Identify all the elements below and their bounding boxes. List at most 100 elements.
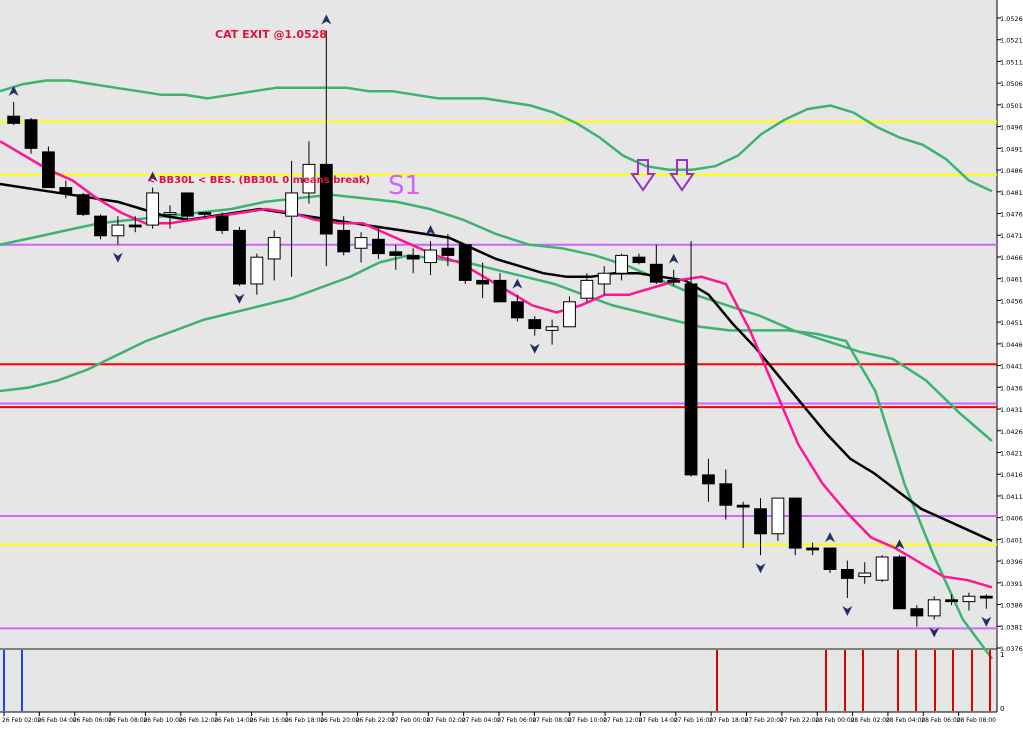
time-tick-label: 26 Feb 04:00 bbox=[37, 717, 77, 724]
time-tick-label: 26 Feb 22:00 bbox=[356, 717, 396, 724]
candle-body bbox=[840, 568, 854, 579]
price-tick-label: 1.04665 bbox=[1000, 254, 1023, 262]
candle-body bbox=[528, 319, 542, 330]
candle-body bbox=[337, 229, 351, 253]
down-arrow-icon bbox=[981, 616, 992, 627]
candle-body bbox=[667, 279, 681, 283]
price-tick-label: 1.04915 bbox=[1000, 145, 1023, 153]
price-tick-label: 1.04815 bbox=[1000, 189, 1023, 197]
candle-body bbox=[302, 163, 316, 194]
signal-arrows-group bbox=[8, 14, 992, 638]
candle-body bbox=[754, 508, 767, 535]
price-tick-label: 1.04215 bbox=[1000, 449, 1023, 457]
time-tick-label: 27 Feb 20:00 bbox=[745, 717, 785, 724]
candle-body bbox=[476, 279, 490, 285]
bottom-scale-top: 1 bbox=[1000, 651, 1004, 659]
price-tick-label: 1.04765 bbox=[1000, 211, 1023, 219]
down-arrow-icon bbox=[112, 252, 123, 263]
time-tick-label: 26 Feb 10:00 bbox=[143, 717, 183, 724]
rule-label: < BB30L < BES. (BB30L 0 means break) bbox=[147, 175, 370, 186]
candle-body bbox=[563, 301, 576, 328]
time-tick-label: 28 Feb 04:00 bbox=[886, 717, 926, 724]
candle-body bbox=[493, 279, 507, 303]
price-tick-label: 1.03815 bbox=[1000, 623, 1023, 631]
price-tick-label: 1.04165 bbox=[1000, 471, 1023, 479]
candle-body bbox=[146, 192, 160, 226]
candle-body bbox=[580, 279, 594, 299]
time-tick-label: 27 Feb 12:00 bbox=[603, 717, 643, 724]
up-arrow-icon bbox=[147, 171, 158, 182]
price-tick-label: 1.05015 bbox=[1000, 102, 1023, 110]
time-tick-label: 27 Feb 02:00 bbox=[426, 717, 466, 724]
down-arrow-icon bbox=[929, 627, 940, 638]
candle-body bbox=[615, 254, 628, 274]
price-tick-label: 1.03765 bbox=[1000, 645, 1023, 653]
bottom-scale-bottom: 0 bbox=[1000, 705, 1004, 713]
main-pane-background bbox=[0, 0, 997, 648]
candle-body bbox=[267, 237, 281, 260]
candle-body bbox=[319, 163, 333, 235]
candle-body bbox=[458, 244, 472, 281]
candle-body bbox=[823, 547, 837, 570]
time-tick-label: 26 Feb 02:00 bbox=[2, 717, 42, 724]
price-tick-label: 1.04615 bbox=[1000, 276, 1023, 284]
price-tick-label: 1.04365 bbox=[1000, 384, 1023, 392]
time-tick-label: 26 Feb 12:00 bbox=[179, 717, 219, 724]
bottom-pane-bars bbox=[3, 650, 991, 711]
candle-body bbox=[7, 115, 21, 124]
candle-body bbox=[545, 326, 559, 331]
down-arrow-icon bbox=[529, 343, 540, 354]
candle-body bbox=[927, 599, 941, 617]
candle-body bbox=[858, 572, 872, 578]
time-tick-label: 26 Feb 08:00 bbox=[108, 717, 148, 724]
price-tick-label: 1.04515 bbox=[1000, 319, 1023, 327]
price-tick-label: 1.04065 bbox=[1000, 515, 1023, 523]
price-tick-label: 1.04965 bbox=[1000, 124, 1023, 132]
price-tick-label: 1.05066 bbox=[1000, 80, 1023, 88]
price-tick-label: 1.04465 bbox=[1000, 341, 1023, 349]
price-tick-label: 1.03865 bbox=[1000, 602, 1023, 610]
candle-body bbox=[215, 215, 229, 231]
down-arrow-icon bbox=[669, 159, 695, 192]
s1-label: S1 bbox=[388, 171, 421, 201]
candle-body bbox=[24, 119, 38, 149]
candle-body bbox=[875, 556, 889, 581]
candle-body bbox=[285, 192, 298, 217]
down-arrow-icon bbox=[755, 563, 766, 574]
candle-body bbox=[389, 251, 403, 256]
candle-body bbox=[42, 151, 55, 189]
up-arrow-icon bbox=[825, 532, 835, 543]
indicator-line bbox=[0, 182, 993, 543]
candle-body bbox=[510, 301, 524, 319]
candle-body bbox=[684, 283, 698, 476]
candle-body bbox=[441, 247, 455, 256]
time-tick-label: 26 Feb 18:00 bbox=[285, 717, 325, 724]
time-tick-label: 28 Feb 06:00 bbox=[921, 717, 961, 724]
horizontal-lines-group bbox=[0, 120, 997, 630]
up-arrow-icon bbox=[8, 85, 19, 96]
price-tick-label: 1.05215 bbox=[1000, 37, 1023, 45]
bottom-pane-background bbox=[0, 650, 997, 712]
candle-body bbox=[736, 504, 750, 508]
time-tick-label: 27 Feb 18:00 bbox=[709, 717, 749, 724]
time-tick-label: 27 Feb 14:00 bbox=[638, 717, 678, 724]
indicator-line bbox=[0, 254, 994, 660]
price-tick-label: 1.05115 bbox=[1000, 58, 1023, 66]
up-arrow-icon bbox=[425, 225, 436, 236]
candles-group bbox=[7, 30, 993, 627]
candle-body bbox=[910, 608, 924, 617]
time-tick-label: 26 Feb 16:00 bbox=[250, 717, 290, 724]
candle-body bbox=[702, 474, 715, 485]
candle-body bbox=[163, 212, 177, 215]
down-arrow-icon bbox=[234, 293, 245, 304]
down-arrow-icon bbox=[630, 159, 656, 192]
candle-body bbox=[719, 483, 733, 506]
candle-body bbox=[806, 547, 820, 551]
time-tick-label: 27 Feb 16:00 bbox=[674, 717, 714, 724]
candle-body bbox=[962, 595, 976, 603]
price-tick-label: 1.04415 bbox=[1000, 363, 1023, 371]
time-tick-label: 26 Feb 06:00 bbox=[73, 717, 113, 724]
time-tick-label: 28 Feb 02:00 bbox=[851, 717, 891, 724]
